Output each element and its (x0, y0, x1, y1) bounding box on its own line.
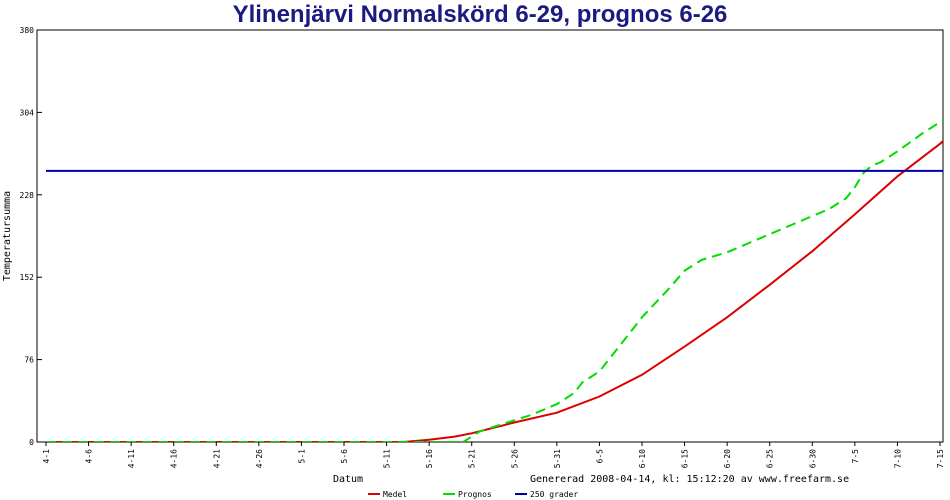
y-tick-label: 304 (20, 108, 35, 117)
legend: Medel Prognos 250 grader (368, 490, 578, 499)
x-tick-label: 6-5 (595, 449, 604, 464)
y-tick-label: 228 (20, 191, 35, 200)
legend-label: Prognos (458, 490, 492, 499)
x-tick-label: 4-6 (85, 449, 94, 464)
x-axis-label: Datum (333, 474, 363, 485)
y-tick-label: 76 (24, 356, 34, 365)
y-tick-label: 152 (20, 273, 35, 282)
x-tick-label: 6-25 (766, 449, 775, 468)
x-tick-label: 4-16 (170, 449, 179, 468)
y-axis-label: Temperatursumma (2, 191, 13, 281)
x-tick-label: 7-5 (851, 449, 860, 464)
x-tick-label: 5-1 (297, 449, 306, 464)
x-axis: 4-1 4-6 4-11 4-16 4-21 4-26 5-1 5-6 5-11 5-16 5-21… (42, 442, 945, 468)
x-tick-label: 6-30 (808, 449, 817, 468)
generated-footer: Genererad 2008-04-14, kl: 15:12:20 av ww… (530, 474, 849, 485)
x-tick-label: 5-16 (425, 449, 434, 468)
x-tick-label: 6-15 (681, 449, 690, 468)
x-tick-label: 7-10 (893, 449, 902, 468)
x-tick-label: 5-31 (553, 449, 562, 468)
x-tick-label: 5-6 (340, 449, 349, 464)
y-tick-label: 0 (29, 438, 34, 447)
legend-label: Medel (383, 490, 407, 499)
x-tick-label: 7-15 (936, 449, 945, 468)
x-tick-label: 4-11 (127, 449, 136, 468)
plot-frame (36, 29, 944, 443)
x-tick-label: 6-20 (723, 449, 732, 468)
x-tick-label: 5-11 (383, 449, 392, 468)
x-tick-label: 4-1 (42, 449, 51, 464)
legend-label: 250 grader (530, 490, 578, 499)
x-tick-label: 5-26 (510, 449, 519, 468)
series-layer (46, 119, 943, 442)
x-tick-label: 5-21 (468, 449, 477, 468)
x-tick-label: 6-10 (638, 449, 647, 468)
series-line-medel (46, 139, 943, 442)
y-axis: 0 76 152 228 304 380 (20, 26, 42, 447)
x-tick-label: 4-26 (255, 449, 264, 468)
series-line-prognos (46, 119, 943, 442)
x-tick-label: 4-21 (212, 449, 221, 468)
chart-title: Ylinenjärvi Normalskörd 6-29, prognos 6-… (233, 1, 728, 28)
y-tick-label: 380 (20, 26, 35, 35)
